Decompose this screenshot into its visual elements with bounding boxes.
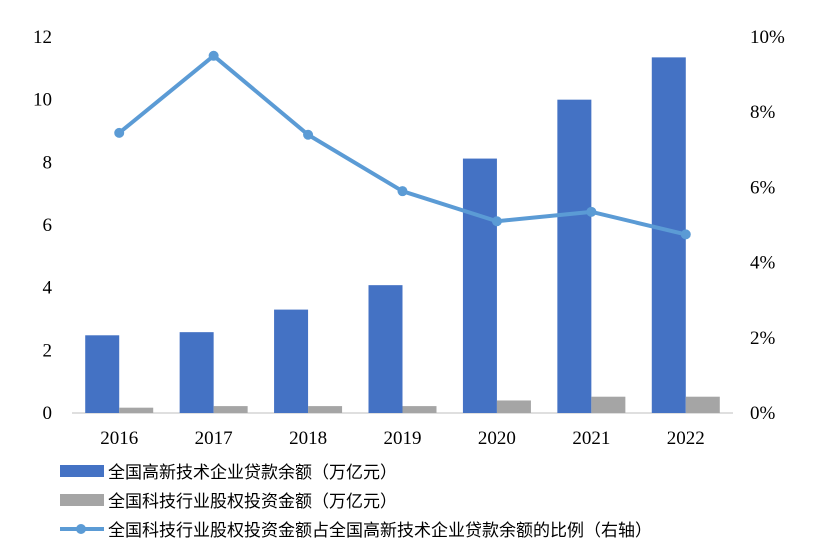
left-tick-label: 10 [33,90,52,111]
legend-swatch-line [60,522,104,536]
x-tick-label-2016: 2016 [100,428,138,449]
bars-layer [85,57,720,414]
ratio-point-2021 [586,206,597,217]
bar-loan-balance-2018 [274,309,309,413]
ratio-line-layer [114,50,691,240]
legend: 全国高新技术企业贷款余额（万亿元） 全国科技行业股权投资金额（万亿元） 全国科技… [60,456,652,543]
bar-loan-balance-2016 [85,335,120,413]
legend-item-equity-investment: 全国科技行业股权投资金额（万亿元） [60,485,652,514]
left-tick-label: 4 [43,278,53,299]
bar-loan-balance-2020 [462,158,497,413]
legend-swatch-gray-bar [60,493,104,506]
bar-loan-balance-2021 [557,99,592,414]
left-y-axis-ticks: 0 2 4 6 8 10 12 [33,27,53,424]
x-tick-label-2022: 2022 [667,428,705,449]
legend-swatch-blue-bar [60,464,104,477]
ratio-point-2016 [114,127,125,138]
bar-loan-balance-2022 [651,57,686,413]
bar-equity-investment-2016 [119,407,154,413]
right-tick-label: 0% [750,403,776,424]
x-tick-label-2018: 2018 [289,428,327,449]
legend-label: 全国科技行业股权投资金额占全国高新技术企业贷款余额的比例（右轴） [108,521,652,541]
bar-equity-investment-2021 [591,396,626,413]
combo-chart: 0 2 4 6 8 10 12 0% 2% 4% 6% 8% 10% 2016 2017 2018 2019… [33,27,785,449]
ratio-point-2020 [491,216,502,227]
bar-equity-investment-2022 [685,396,720,413]
ratio-point-2019 [397,186,408,197]
bar-equity-investment-2017 [213,406,248,413]
right-tick-label: 4% [750,253,776,274]
right-tick-label: 2% [750,328,776,349]
left-tick-label: 8 [43,152,53,173]
left-tick-label: 12 [33,27,52,48]
right-y-axis-ticks: 0% 2% 4% 6% 8% 10% [750,27,785,424]
ratio-line [117,53,687,237]
x-tick-label-2020: 2020 [478,428,516,449]
left-tick-label: 6 [43,215,53,236]
legend-item-ratio-line: 全国科技行业股权投资金额占全国高新技术企业贷款余额的比例（右轴） [60,514,652,543]
legend-label: 全国科技行业股权投资金额（万亿元） [108,492,397,512]
left-tick-label: 0 [43,403,53,424]
bar-equity-investment-2018 [308,406,343,413]
x-tick-label-2017: 2017 [195,428,233,449]
right-tick-label: 8% [750,102,776,123]
ratio-point-2017 [208,50,219,61]
x-axis-ticks: 2016 2017 2018 2019 2020 2021 2022 [100,428,705,449]
ratio-point-2018 [303,129,314,140]
legend-item-loan-balance: 全国高新技术企业贷款余额（万亿元） [60,456,652,485]
legend-label: 全国高新技术企业贷款余额（万亿元） [108,463,397,483]
bar-equity-investment-2019 [402,406,437,413]
right-tick-label: 6% [750,177,776,198]
right-tick-label: 10% [750,27,785,48]
bar-loan-balance-2019 [368,285,403,413]
ratio-point-2022 [680,229,691,240]
bar-equity-investment-2020 [496,400,531,413]
x-tick-label-2019: 2019 [384,428,422,449]
left-tick-label: 2 [43,340,53,361]
bar-loan-balance-2017 [179,332,214,413]
x-tick-label-2021: 2021 [572,428,610,449]
